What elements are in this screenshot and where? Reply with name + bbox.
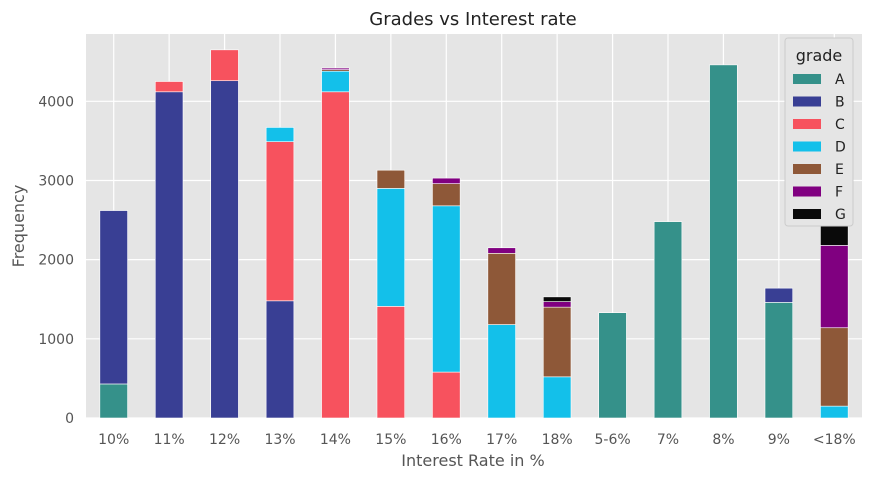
x-tick-label: 16% [431,432,462,448]
y-tick-label: 4000 [38,94,74,110]
x-tick-label: 15% [375,432,406,448]
x-tick-label: 9% [768,432,790,448]
legend-swatch-E [793,164,821,174]
x-tick-label: 17% [486,432,517,448]
legend-label-A: A [835,72,845,88]
chart-title: Grades vs Interest rate [369,9,576,30]
legend-label-E: E [835,162,844,178]
bar-segment-A [709,64,738,419]
bar-segment-B [210,80,239,419]
plot-area [86,34,862,418]
legend-box [784,37,854,227]
legend-label-C: C [835,117,845,133]
legend-label-G: G [835,207,846,223]
x-tick-label: <18% [813,432,856,448]
x-tick-label: 7% [657,432,679,448]
bar-segment-C [154,81,184,93]
y-tick-label: 1000 [38,332,74,348]
bar-segment-F [820,245,849,329]
x-tick-label: 18% [542,432,573,448]
legend-swatch-C [793,119,821,129]
bar-segment-F [487,247,516,254]
legend-label-F: F [835,185,843,201]
bar-segment-B [764,287,794,303]
legend-label-B: B [835,95,845,111]
y-tick-labels: 0 1000 2000 3000 4000 [38,94,74,427]
bar-segment-E [820,327,849,407]
legend-swatch-F [793,186,821,197]
y-tick-label: 3000 [38,173,74,189]
bar-segment-G [542,296,572,302]
x-tick-label: 10% [98,432,129,448]
x-tick-label: 11% [154,432,185,448]
bar-segment-C [210,49,239,82]
bar-segment-E [542,306,572,378]
bar-segment-B [154,91,184,419]
legend-swatch-D [793,141,821,152]
x-tick-label: 14% [320,432,351,448]
bar-segment-D [820,405,849,419]
bar-segment-E [376,169,406,189]
y-tick-label: 0 [65,411,74,427]
x-tick-label: 13% [264,432,295,448]
x-tick-label: 8% [712,432,734,448]
bar-segment-A [653,221,683,419]
x-tick-label: 5-6% [594,432,630,448]
bar-segment-E [487,253,516,325]
x-tick-labels: 10% 11% 12% 13% 14% 15% 16% 17% 18% 5-6% 7% 8% 9% <18… [98,432,856,448]
x-axis-label: Interest Rate in % [401,451,544,470]
y-axis-label: Frequency [9,185,28,268]
bar-segment-D [376,188,406,307]
bar-segment-A [598,312,627,419]
bar-segment-C [432,371,461,419]
legend-swatch-G [793,209,821,219]
bar-segment-F [432,177,461,184]
legend-label-D: D [835,140,846,156]
bars [99,49,849,419]
bar-segment-D [487,324,516,419]
bar-segment-F [321,67,350,70]
legend-title: grade [796,46,843,65]
x-tick-label: 12% [209,432,240,448]
bar-segment-B [265,300,295,419]
legend-swatch-A [793,74,821,84]
bar-segment-C [376,306,406,419]
bar-segment-D [432,205,461,373]
legend-swatch-B [793,96,821,107]
bar-segment-B [99,210,128,385]
bar-segment-A [99,383,128,419]
bar-segment-D [542,376,572,419]
bar-segment-F [542,301,572,308]
y-tick-label: 2000 [38,253,74,269]
bar-segment-D [321,70,350,93]
bar-segment-C [321,91,350,419]
bar-segment-E [432,183,461,207]
bar-segment-C [265,141,295,302]
bar-segment-A [764,302,794,419]
bar-segment-D [265,127,295,142]
